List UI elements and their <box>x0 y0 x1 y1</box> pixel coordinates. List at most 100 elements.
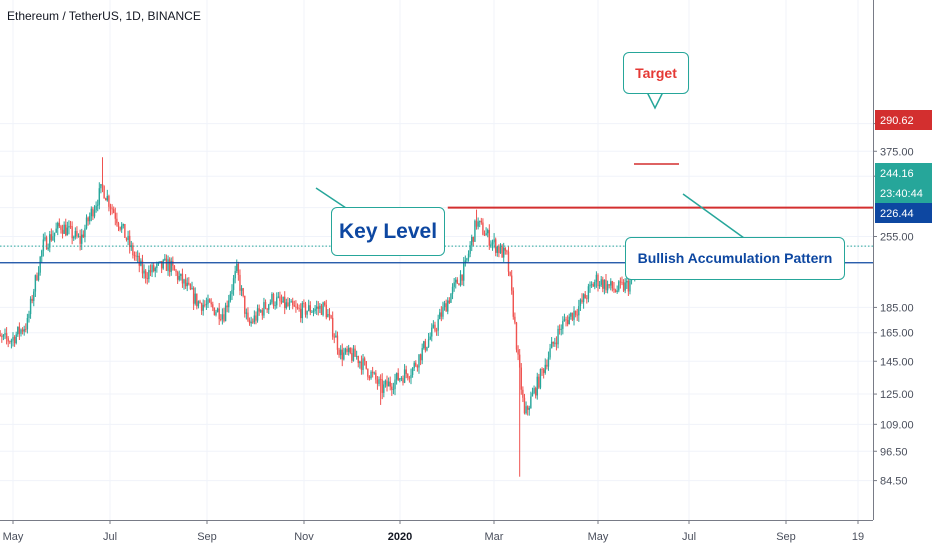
candle-up <box>499 243 502 254</box>
candle-down <box>498 244 500 258</box>
candle-up <box>74 227 77 240</box>
candle-down <box>507 246 510 277</box>
candle-up <box>307 299 310 312</box>
candle-up <box>84 224 86 243</box>
candle-up <box>443 300 446 311</box>
candle-down <box>517 345 519 361</box>
candle-down <box>287 297 289 308</box>
y-tick-label: 145.00 <box>880 356 914 368</box>
candle-up <box>85 214 88 230</box>
candle-up <box>370 370 372 380</box>
candle-down <box>218 302 220 326</box>
candle-down <box>338 347 340 358</box>
candle-up <box>93 205 96 219</box>
candle-up <box>463 257 465 287</box>
candle-up <box>66 221 69 236</box>
candles <box>0 157 689 477</box>
candle-up <box>268 303 270 314</box>
candle-down <box>111 204 113 215</box>
candle-down <box>60 224 62 234</box>
candle-up <box>127 230 129 246</box>
candle-up <box>191 281 193 290</box>
candle-up <box>285 298 288 310</box>
candle-up <box>587 283 590 303</box>
candle-down <box>397 368 399 381</box>
candle-up <box>582 293 585 309</box>
candle-down <box>132 242 134 259</box>
candle-down <box>592 282 594 287</box>
candle-down <box>461 274 463 286</box>
candle-down <box>69 220 72 229</box>
candle-up <box>352 345 355 362</box>
candle-down <box>391 382 393 396</box>
candle-down <box>386 375 388 392</box>
candle-up <box>335 330 337 338</box>
candle-up <box>431 323 433 342</box>
candle-up <box>26 313 29 334</box>
bullish-pattern-callout[interactable]: Bullish Accumulation Pattern <box>625 237 845 280</box>
candle-up <box>474 219 476 242</box>
candle-up <box>373 371 375 375</box>
candle-down <box>279 291 281 307</box>
candle-up <box>154 266 156 278</box>
candle-up <box>469 241 471 258</box>
candle-down <box>25 323 27 333</box>
candle-down <box>402 375 404 386</box>
candle-down <box>514 312 516 325</box>
candle-up <box>629 278 631 295</box>
candle-down <box>50 228 53 242</box>
candle-down <box>36 272 38 282</box>
candle-up <box>34 274 37 298</box>
candle-down <box>584 290 586 299</box>
candle-down <box>331 311 334 340</box>
candle-down <box>363 356 366 366</box>
candle-down <box>349 347 351 355</box>
candle-up <box>399 377 401 383</box>
y-tick-label: 185.00 <box>880 302 914 314</box>
candle-up <box>282 296 284 304</box>
candle-down <box>13 335 16 347</box>
candle-up <box>53 232 56 243</box>
price-axis[interactable]: 425.00375.00335.00255.00185.00165.00145.… <box>873 0 932 550</box>
target-callout[interactable]: Target <box>623 52 689 94</box>
candle-down <box>188 277 190 286</box>
candle-up <box>490 240 492 249</box>
candle-up <box>136 250 139 263</box>
candle-down <box>146 272 148 285</box>
candle-down <box>7 336 9 348</box>
candle-up <box>327 309 329 318</box>
y-tick-label: 255.00 <box>880 231 914 243</box>
candle-up <box>44 232 46 242</box>
candle-down <box>82 230 85 239</box>
candle-down <box>333 333 335 344</box>
candle-up <box>232 274 235 296</box>
candle-up <box>207 294 209 308</box>
candle-up <box>274 301 276 310</box>
y-tick-label: 125.00 <box>880 389 914 401</box>
candle-up <box>63 221 65 235</box>
candle-up <box>162 258 164 270</box>
candle-up <box>253 310 256 325</box>
candle-down <box>458 283 460 286</box>
candle-up <box>562 316 564 335</box>
candle-up <box>378 376 380 387</box>
candle-down <box>501 243 503 258</box>
candle-up <box>598 281 601 289</box>
candle-down <box>109 203 112 216</box>
time-axis[interactable]: May Jul Sep Nov 2020 Mar May Jul Sep 19 <box>0 520 873 550</box>
candle-down <box>92 206 94 221</box>
candle-down <box>213 307 216 316</box>
candle-down <box>280 294 283 305</box>
key-level-callout[interactable]: Key Level <box>331 207 445 256</box>
candle-down <box>488 224 491 250</box>
candle-down <box>119 226 121 232</box>
candle-up <box>359 360 361 369</box>
candle-up <box>400 376 403 382</box>
candle-up <box>533 385 535 395</box>
candle-down <box>371 366 374 378</box>
candle-down <box>303 299 305 308</box>
candle-up <box>95 201 97 213</box>
candle-down <box>248 317 251 326</box>
candle-up <box>427 333 430 348</box>
